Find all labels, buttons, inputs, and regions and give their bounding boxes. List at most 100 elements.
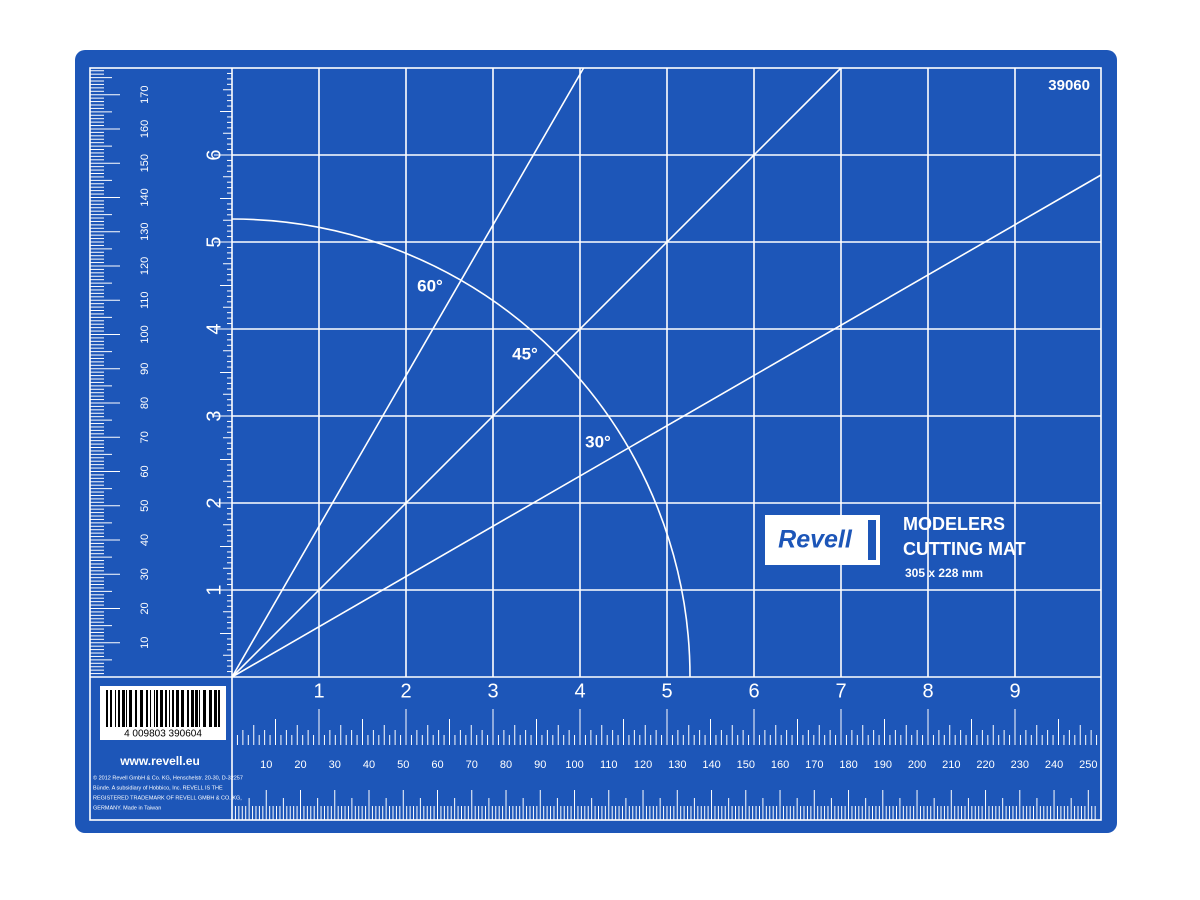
mm-label: 80 (139, 397, 151, 409)
barcode-bar (172, 690, 174, 727)
angle-label: 30° (585, 432, 611, 451)
inch-label: 5 (203, 236, 225, 247)
inch-label: 2 (203, 497, 225, 508)
barcode-bar (106, 690, 108, 727)
barcode-bar (199, 690, 200, 727)
angle-label: 60° (417, 276, 443, 295)
copyright-line: © 2012 Revell GmbH & Co. KG, Henschelstr… (93, 774, 243, 781)
mm-label: 50 (397, 759, 409, 771)
mm-label: 110 (139, 291, 151, 309)
mm-label: 170 (139, 86, 151, 104)
mm-label: 60 (431, 759, 443, 771)
mm-label: 240 (1045, 759, 1063, 771)
mm-label: 230 (1011, 759, 1029, 771)
mm-label: 170 (805, 759, 823, 771)
mm-label: 10 (139, 637, 151, 649)
inch-label: 5 (661, 680, 672, 702)
barcode-bar (187, 690, 189, 727)
barcode-bar (126, 690, 127, 727)
brand-line: CUTTING MAT (903, 539, 1026, 559)
mm-label: 70 (139, 431, 151, 443)
barcode-bar (146, 690, 148, 727)
mm-label: 100 (565, 759, 583, 771)
mm-label: 130 (139, 223, 151, 241)
product-code: 39060 (1048, 77, 1090, 94)
barcode-bar (195, 690, 198, 727)
mm-label: 90 (534, 759, 546, 771)
inch-label: 6 (748, 680, 759, 702)
barcode-bar (150, 690, 151, 727)
barcode-bar (181, 690, 184, 727)
mm-label: 150 (737, 759, 755, 771)
inch-label: 7 (835, 680, 846, 702)
mm-label: 20 (139, 602, 151, 614)
copyright-line: REGISTERED TRADEMARK OF REVELL GMBH & CO… (93, 795, 242, 801)
mm-label: 180 (839, 759, 857, 771)
barcode (106, 690, 220, 727)
inch-label: 4 (574, 680, 585, 702)
mm-label: 50 (139, 500, 151, 512)
mm-label: 150 (139, 154, 151, 172)
logo-text: Revell (778, 526, 853, 554)
copyright-line: Bünde. A subsidiary of Hobbico, Inc. REV… (93, 785, 223, 791)
barcode-bar (110, 690, 112, 727)
mm-label: 220 (976, 759, 994, 771)
mm-label: 250 (1079, 759, 1097, 771)
barcode-bar (165, 690, 167, 727)
inch-label: 2 (400, 680, 411, 702)
mm-label: 80 (500, 759, 512, 771)
mat-background (75, 50, 1117, 833)
brand-line: MODELERS (903, 514, 1005, 534)
angle-line (231, 67, 585, 678)
barcode-bar (140, 690, 143, 727)
mm-label: 120 (634, 759, 652, 771)
inch-label: 3 (487, 680, 498, 702)
mm-label: 140 (702, 759, 720, 771)
mm-label: 200 (908, 759, 926, 771)
mm-label: 30 (139, 568, 151, 580)
mat-size: 305 x 228 mm (905, 566, 983, 580)
barcode-bar (118, 690, 120, 727)
barcode-bar (129, 690, 132, 727)
angle-line (231, 67, 842, 678)
angle-label: 45° (512, 344, 538, 363)
barcode-bar (218, 690, 220, 727)
barcode-bar (191, 690, 194, 727)
mm-label: 160 (139, 120, 151, 138)
barcode-bar (160, 690, 163, 727)
mm-label: 10 (260, 759, 272, 771)
barcode-bar (176, 690, 179, 727)
inch-label: 9 (1009, 680, 1020, 702)
mm-label: 40 (363, 759, 375, 771)
logo-box (765, 515, 880, 565)
mm-label: 160 (771, 759, 789, 771)
barcode-bar (214, 690, 217, 727)
barcode-number: 4 009803 390604 (124, 729, 202, 740)
barcode-bar (156, 690, 158, 727)
copyright-line: GERMANY. Made in Taiwan (93, 805, 161, 811)
mm-label: 130 (668, 759, 686, 771)
logo-mark (868, 520, 876, 560)
inch-label: 1 (203, 584, 225, 595)
barcode-bar (115, 690, 116, 727)
barcode-bar (169, 690, 170, 727)
barcode-bar (203, 690, 206, 727)
inch-label: 3 (203, 410, 225, 421)
mm-label: 20 (294, 759, 306, 771)
arc (231, 218, 691, 678)
inch-label: 8 (922, 680, 933, 702)
mm-label: 30 (329, 759, 341, 771)
barcode-bar (135, 690, 137, 727)
mm-label: 120 (139, 257, 151, 275)
inch-label: 4 (203, 323, 225, 334)
mm-label: 110 (600, 759, 618, 771)
mm-label: 190 (874, 759, 892, 771)
barcode-bar (122, 690, 125, 727)
mm-label: 90 (139, 363, 151, 375)
website: www.revell.eu (119, 754, 200, 768)
angle-line (231, 174, 1102, 678)
mm-label: 100 (139, 325, 151, 343)
barcode-bar (209, 690, 212, 727)
